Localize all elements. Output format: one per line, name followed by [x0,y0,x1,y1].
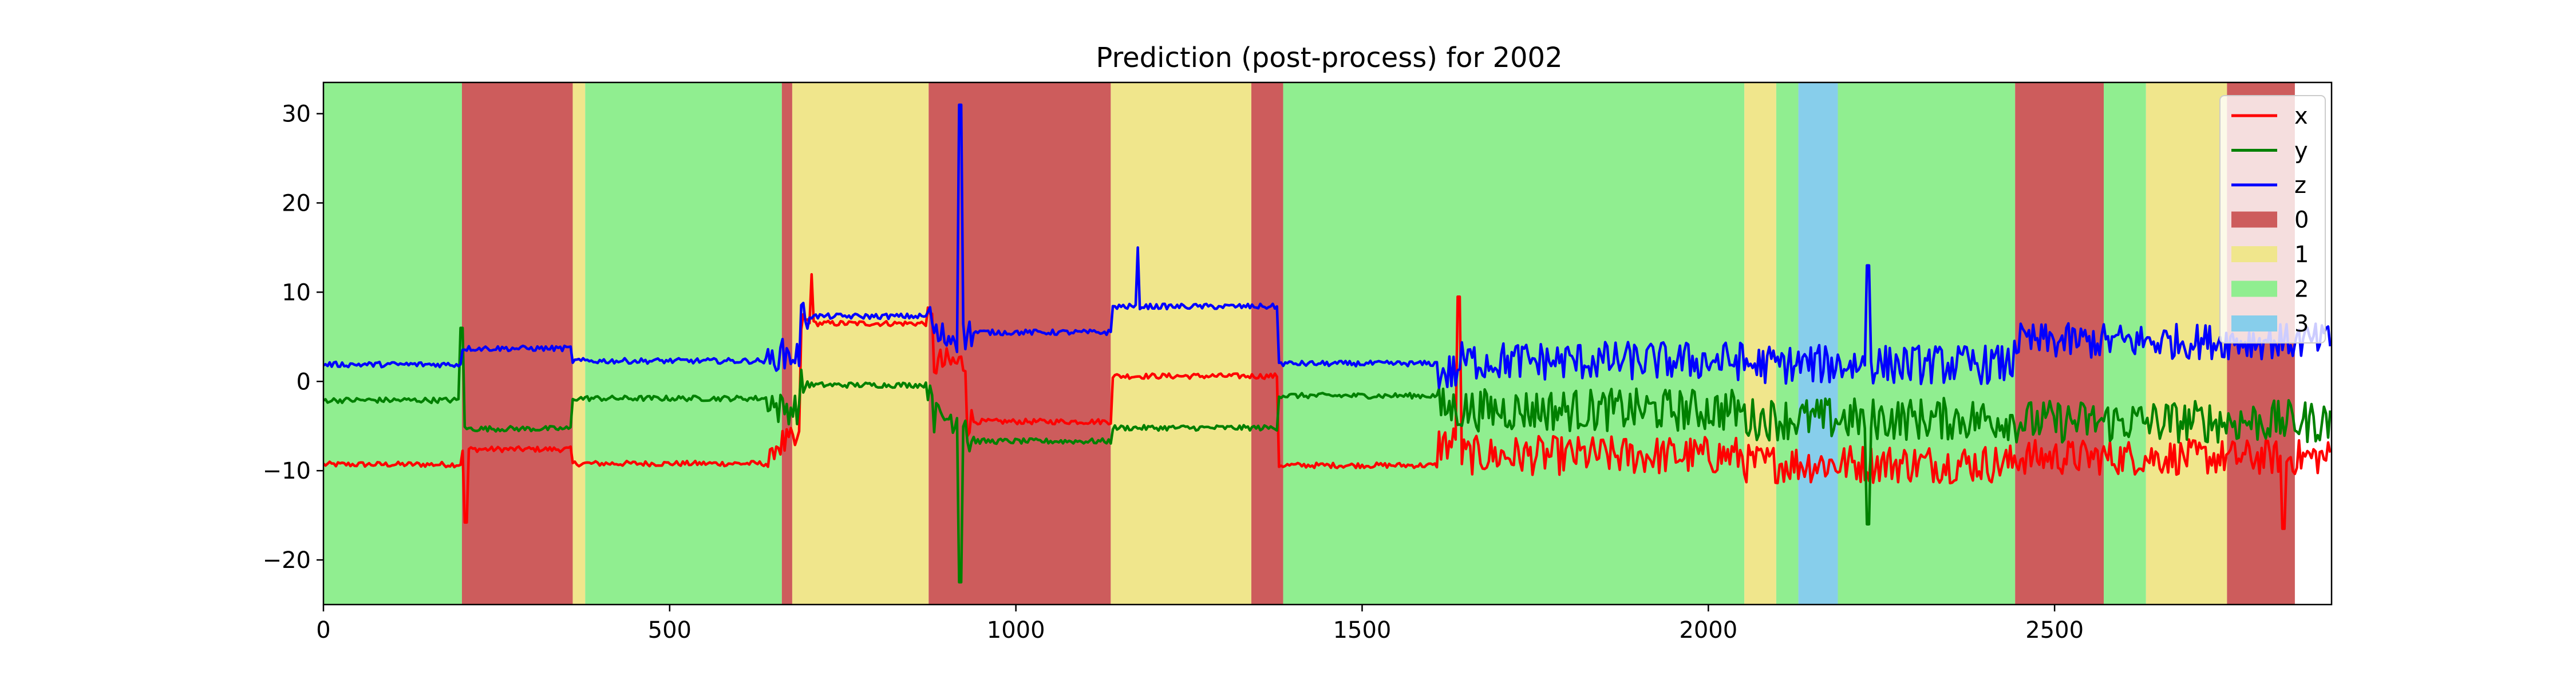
y-tick-label: 10 [282,279,311,306]
plot-area [323,82,2332,605]
class-span-2 [1283,82,1745,605]
x-axis: 0 500 1000 1500 2000 2500 [316,605,2084,643]
legend-patch-0 [2231,211,2277,228]
series-lines [323,103,2332,584]
class-span-2 [1776,82,1799,605]
y-tick-label: −10 [263,458,311,484]
y-axis: −20 −10 0 10 20 30 [263,101,323,574]
x-tick-label: 2000 [1679,617,1737,643]
series-line-y [323,326,2332,584]
legend-patch-2 [2231,281,2277,297]
series-line-x [323,273,2332,530]
legend-patch-3 [2231,315,2277,331]
legend-label-class-1: 1 [2294,242,2309,268]
legend: xyz 0 1 2 3 [2219,95,2326,344]
legend-label-class-0: 0 [2294,207,2309,234]
x-tick-label: 0 [316,617,330,643]
chart-title: Prediction (post-process) for 2002 [1096,42,1562,74]
x-tick-label: 1500 [1333,617,1392,643]
class-span-0 [461,82,573,605]
class-span-1 [572,82,586,605]
class-span-3 [1798,82,1838,605]
legend-label-class-2: 2 [2294,277,2309,303]
class-span-1 [1111,82,1251,605]
y-tick-label: −20 [263,547,311,574]
class-span-0 [781,82,792,605]
x-tick-label: 1000 [987,617,1045,643]
y-tick-label: 20 [282,190,311,216]
legend-label-class-3: 3 [2294,311,2309,337]
class-span-1 [1744,82,1776,605]
class-span-2 [323,82,462,605]
y-tick-label: 0 [297,369,311,395]
class-span-1 [792,82,929,605]
y-tick-label: 30 [282,101,311,128]
x-tick-label: 500 [648,617,692,643]
plot-frame [322,81,2333,606]
class-spans [323,82,2295,605]
x-tick-label: 2500 [2025,617,2084,643]
series-line-z [323,103,2332,389]
class-span-2 [585,82,782,605]
legend-label-z: z [2294,172,2306,199]
legend-label-y: y [2294,138,2308,164]
legend-patch-1 [2231,246,2277,262]
legend-label-x: x [2294,103,2308,129]
